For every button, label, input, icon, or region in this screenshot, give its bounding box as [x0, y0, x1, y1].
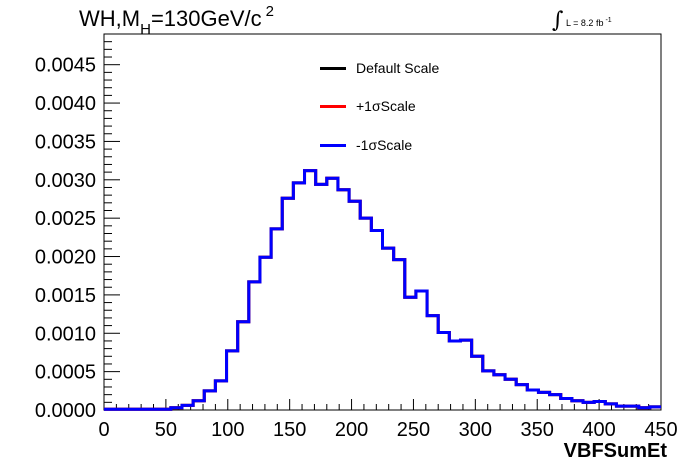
- x-tick-label: 300: [459, 419, 492, 441]
- luminosity-superscript: -1: [605, 17, 612, 24]
- y-tick-label: 0.0025: [35, 208, 96, 230]
- y-tick-label: 0.0010: [35, 323, 96, 345]
- y-tick-label: 0.0020: [35, 247, 96, 269]
- x-tick-label: 100: [211, 419, 244, 441]
- histogram-series--1-scale: [104, 169, 661, 411]
- legend-line-plus1sigma: [320, 104, 346, 108]
- title-subscript: H: [140, 21, 151, 38]
- legend-item-minus1sigma: -1σScale: [320, 136, 412, 154]
- luminosity-label: ∫ L = 8.2 fb -1: [552, 8, 612, 33]
- y-tick-label: 0.0015: [35, 285, 96, 307]
- y-tick-label: 0.0045: [35, 55, 96, 77]
- title-rest: =130GeV/c: [150, 6, 262, 31]
- integral-icon: ∫: [552, 8, 564, 33]
- chart-title: WH,MH=130GeV/c 2: [79, 3, 274, 38]
- y-tick-label: 0.0035: [35, 131, 96, 153]
- x-tick-label: 450: [644, 419, 677, 441]
- x-axis-label: VBFSumEt: [563, 440, 667, 462]
- x-tick-label: 150: [273, 419, 306, 441]
- title-superscript: 2: [265, 3, 274, 20]
- luminosity-text: L = 8.2 fb: [566, 18, 604, 28]
- x-tick-label: 50: [155, 419, 177, 441]
- legend-item-default: Default Scale: [320, 59, 439, 77]
- title-main-text: WH,M: [79, 6, 141, 31]
- x-tick-label: 200: [335, 419, 368, 441]
- x-tick-label: 350: [521, 419, 554, 441]
- axes: 0 50 100 150 200 250 300 350 400 450 0.0000 0.0005 0…: [35, 33, 678, 441]
- y-tick-label: 0.0005: [35, 362, 96, 384]
- legend-label-minus1sigma: -1σScale: [356, 137, 413, 153]
- histogram-series-default-scale: [104, 169, 661, 411]
- x-tick-label: 400: [582, 419, 615, 441]
- legend-label-default: Default Scale: [356, 60, 440, 76]
- x-tick-label: 0: [98, 419, 109, 441]
- y-tick-label: 0.0000: [35, 400, 96, 422]
- histogram-series--1-scale: [104, 169, 661, 411]
- legend-line-default: [320, 66, 346, 70]
- legend-item-plus1sigma: +1σScale: [320, 97, 416, 115]
- x-tick-label: 250: [397, 419, 430, 441]
- plot-frame: [103, 33, 662, 411]
- y-tick-label: 0.0040: [35, 93, 96, 115]
- legend-line-minus1sigma: [320, 143, 346, 147]
- legend-label-plus1sigma: +1σScale: [356, 98, 416, 114]
- y-tick-label: 0.0030: [35, 170, 96, 192]
- series-layer: [104, 169, 661, 411]
